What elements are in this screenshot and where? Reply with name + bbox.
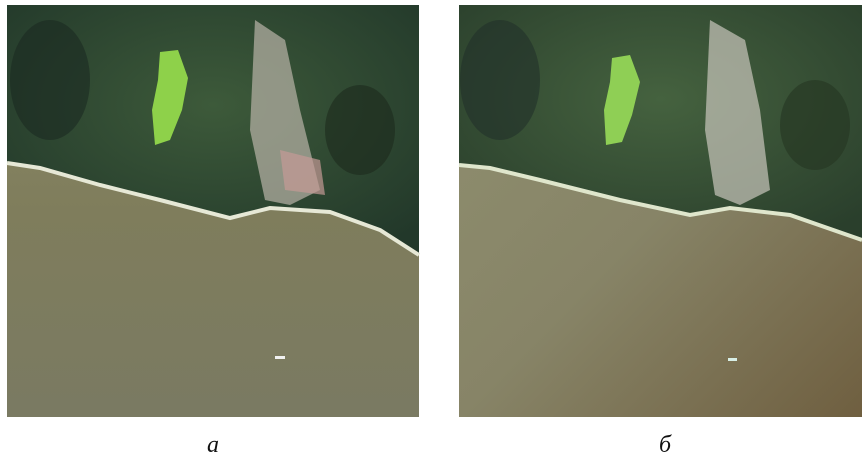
ridge xyxy=(325,85,395,175)
figure: а б xyxy=(0,0,862,464)
caption: а xyxy=(207,432,219,458)
ridge xyxy=(460,20,540,140)
image-a xyxy=(7,5,419,417)
caption: б xyxy=(659,432,672,458)
boat xyxy=(275,356,285,359)
ridge xyxy=(780,80,850,170)
boat xyxy=(728,358,737,361)
ridge xyxy=(10,20,90,140)
image-b xyxy=(459,5,862,417)
page: а б (() => { const data = JSON.parse(doc… xyxy=(0,0,862,464)
